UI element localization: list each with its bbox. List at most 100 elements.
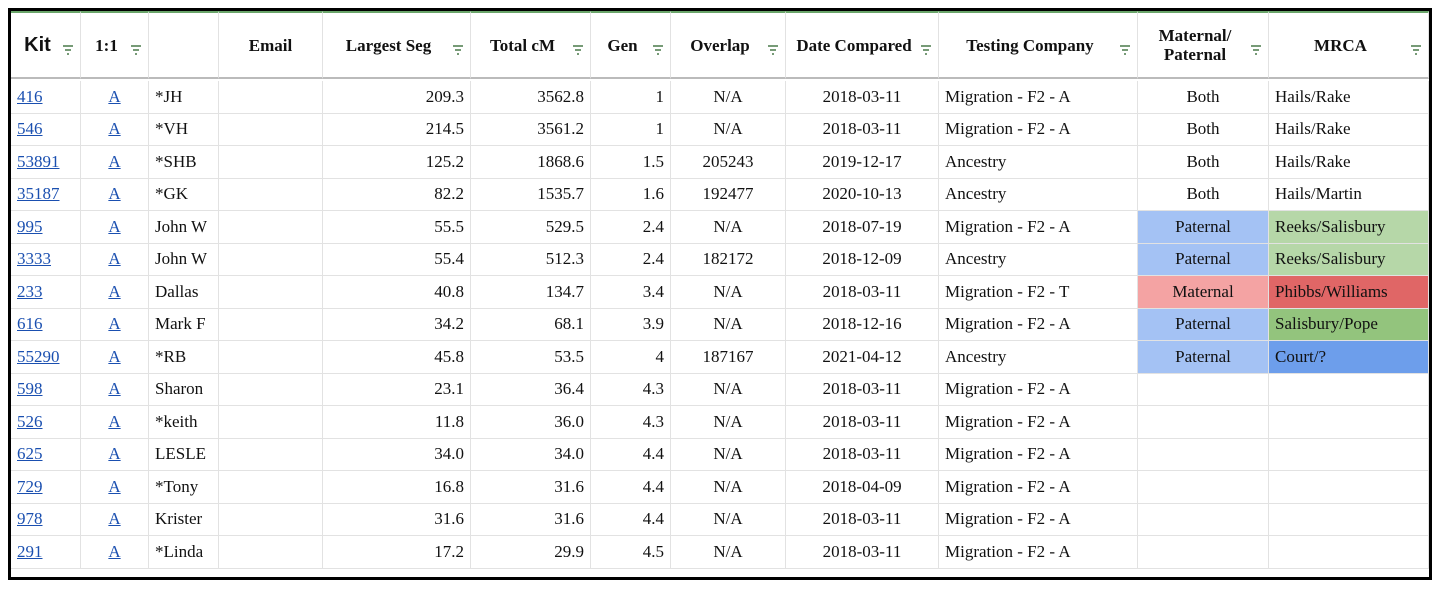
column-header[interactable]: Largest Seg xyxy=(323,11,471,79)
table-cell[interactable]: 995 xyxy=(11,211,81,244)
table-cell: Ancestry xyxy=(939,243,1138,276)
empty-cell xyxy=(219,503,323,536)
table-cell[interactable]: A xyxy=(81,406,149,439)
column-header[interactable]: Total cM xyxy=(471,11,591,79)
table-cell[interactable]: 233 xyxy=(11,276,81,309)
table-cell: 1.6 xyxy=(591,178,671,211)
table-cell: 2018-12-09 xyxy=(786,243,939,276)
table-cell: 68.1 xyxy=(471,308,591,341)
table-cell: 17.2 xyxy=(323,536,471,569)
table-cell: Migration - F2 - A xyxy=(939,373,1138,406)
table-cell[interactable]: 625 xyxy=(11,438,81,471)
empty-cell xyxy=(219,81,323,114)
table-cell[interactable]: A xyxy=(81,373,149,406)
table-cell: 55.5 xyxy=(323,211,471,244)
filter-icon[interactable] xyxy=(62,45,74,55)
table-cell: 55.4 xyxy=(323,243,471,276)
table-cell: Ancestry xyxy=(939,341,1138,374)
table-cell[interactable]: 35187 xyxy=(11,178,81,211)
table-cell[interactable]: A xyxy=(81,146,149,179)
filter-icon[interactable] xyxy=(1250,45,1262,55)
column-header[interactable]: Date Compared xyxy=(786,11,939,79)
table-cell[interactable]: A xyxy=(81,178,149,211)
table-cell: 31.6 xyxy=(471,471,591,504)
table-cell[interactable]: 616 xyxy=(11,308,81,341)
table-cell: *JH xyxy=(149,81,219,114)
table-cell[interactable]: A xyxy=(81,243,149,276)
table-cell[interactable]: 416 xyxy=(11,81,81,114)
table-cell[interactable]: A xyxy=(81,471,149,504)
table-cell[interactable]: A xyxy=(81,438,149,471)
table-cell[interactable]: 729 xyxy=(11,471,81,504)
table-cell[interactable]: 291 xyxy=(11,536,81,569)
empty-cell xyxy=(219,113,323,146)
empty-cell xyxy=(1269,471,1429,504)
column-header[interactable]: Email xyxy=(219,11,323,79)
empty-cell xyxy=(1138,503,1269,536)
column-header[interactable]: Testing Company xyxy=(939,11,1138,79)
column-header[interactable]: Kit xyxy=(11,11,81,79)
table-cell: Mark F xyxy=(149,308,219,341)
column-header[interactable]: Gen xyxy=(591,11,671,79)
filter-icon[interactable] xyxy=(572,45,584,55)
table-cell: *Linda xyxy=(149,536,219,569)
table-cell[interactable]: 53891 xyxy=(11,146,81,179)
table-cell[interactable]: 55290 xyxy=(11,341,81,374)
table-cell: 23.1 xyxy=(323,373,471,406)
filter-icon[interactable] xyxy=(652,45,664,55)
table-cell[interactable]: A xyxy=(81,81,149,114)
table-cell: N/A xyxy=(671,113,786,146)
filter-icon[interactable] xyxy=(130,45,142,55)
table-cell[interactable]: A xyxy=(81,503,149,536)
empty-cell xyxy=(219,471,323,504)
table-cell: 4.4 xyxy=(591,471,671,504)
table-cell: 3562.8 xyxy=(471,81,591,114)
table-cell: 36.0 xyxy=(471,406,591,439)
column-header[interactable]: MRCA xyxy=(1269,11,1429,79)
table-cell: 11.8 xyxy=(323,406,471,439)
filter-icon[interactable] xyxy=(1410,45,1422,55)
table-cell[interactable]: 546 xyxy=(11,113,81,146)
table-cell: 205243 xyxy=(671,146,786,179)
column-header[interactable]: Overlap xyxy=(671,11,786,79)
table-cell: 2018-12-16 xyxy=(786,308,939,341)
filter-icon[interactable] xyxy=(767,45,779,55)
column-header[interactable]: 1:1 xyxy=(81,11,149,79)
table-cell: *keith xyxy=(149,406,219,439)
table-cell[interactable]: A xyxy=(81,211,149,244)
table-cell[interactable]: 526 xyxy=(11,406,81,439)
table-cell: Phibbs/Williams xyxy=(1269,276,1429,309)
table-cell[interactable]: 598 xyxy=(11,373,81,406)
column-header[interactable]: Maternal/ Paternal xyxy=(1138,11,1269,79)
table-cell[interactable]: A xyxy=(81,341,149,374)
empty-cell xyxy=(1138,438,1269,471)
table-cell[interactable]: 3333 xyxy=(11,243,81,276)
table-cell[interactable]: A xyxy=(81,308,149,341)
table-cell: 2018-03-11 xyxy=(786,406,939,439)
filter-icon[interactable] xyxy=(452,45,464,55)
table-cell: 29.9 xyxy=(471,536,591,569)
table-cell: 3561.2 xyxy=(471,113,591,146)
table-cell: 3.9 xyxy=(591,308,671,341)
filter-icon[interactable] xyxy=(1119,45,1131,55)
table-cell: 192477 xyxy=(671,178,786,211)
table-cell: 36.4 xyxy=(471,373,591,406)
table-cell[interactable]: A xyxy=(81,276,149,309)
empty-cell xyxy=(219,146,323,179)
table-cell[interactable]: 978 xyxy=(11,503,81,536)
table-cell: 4.3 xyxy=(591,373,671,406)
table-cell: N/A xyxy=(671,276,786,309)
table-cell: Hails/Martin xyxy=(1269,178,1429,211)
table-cell: *Tony xyxy=(149,471,219,504)
spreadsheet: Kit 1:1 Email Largest Seg Total cM Gen Overlap… xyxy=(8,8,1432,580)
table-cell: 182172 xyxy=(671,243,786,276)
empty-cell xyxy=(219,406,323,439)
empty-cell xyxy=(1269,438,1429,471)
table-cell: *GK xyxy=(149,178,219,211)
table-cell[interactable]: A xyxy=(81,536,149,569)
table-cell[interactable]: A xyxy=(81,113,149,146)
table-cell: 2.4 xyxy=(591,211,671,244)
filter-icon[interactable] xyxy=(920,45,932,55)
empty-cell xyxy=(219,438,323,471)
table-cell: Both xyxy=(1138,178,1269,211)
